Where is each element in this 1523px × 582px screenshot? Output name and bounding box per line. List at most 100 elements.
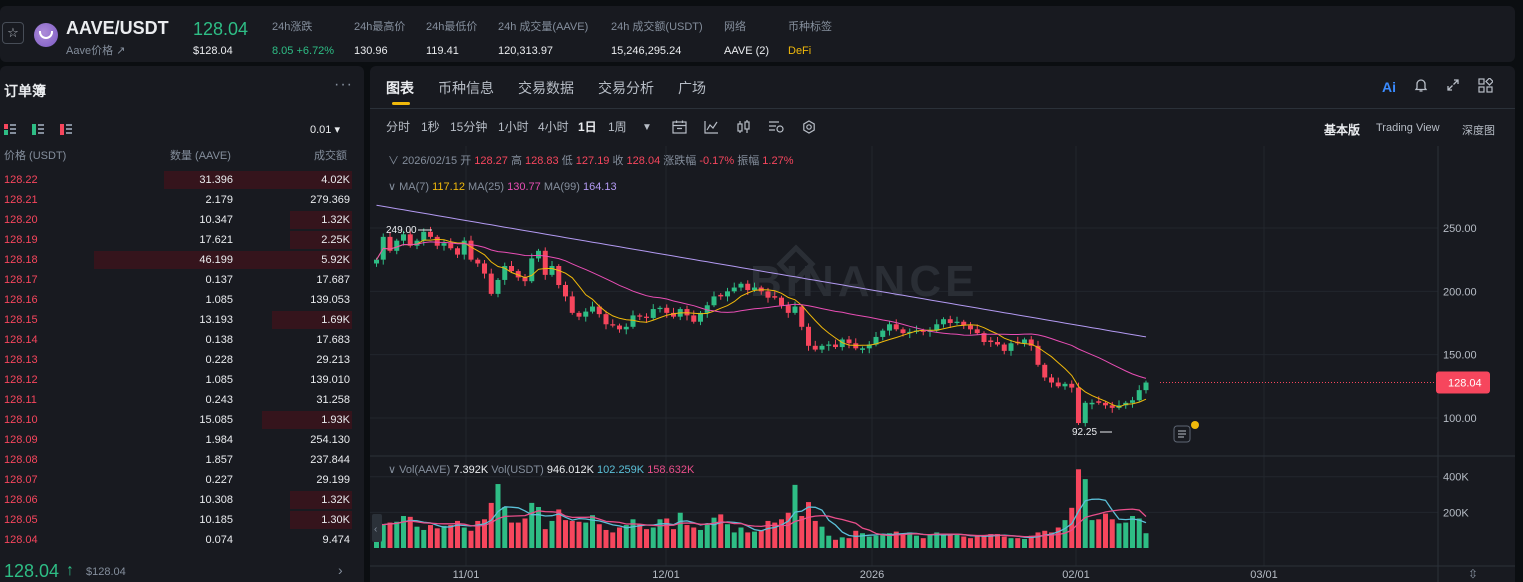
chevron-left-icon[interactable]: ‹ [374, 524, 377, 535]
volume-bar [603, 529, 609, 548]
volume-bar [1008, 538, 1014, 548]
volume-bar [954, 534, 960, 548]
ask-row[interactable]: 128.10 15.085 1.93K [0, 410, 352, 430]
view-2[interactable]: 深度图 [1462, 125, 1495, 137]
price-tick: 250.00 [1443, 223, 1477, 235]
coin-price-link[interactable]: Aave价格 ↗ [66, 45, 126, 57]
ask-row[interactable]: 128.18 46.199 5.92K [0, 250, 352, 270]
layout-grid-icon[interactable] [1478, 77, 1494, 97]
ai-icon[interactable]: Ai [1382, 79, 1396, 95]
ask-row[interactable]: 128.15 13.193 1.69K [0, 310, 352, 330]
interval-1[interactable]: 1秒 [421, 120, 440, 134]
ask-row[interactable]: 128.21 2.179 279.369 [0, 190, 352, 210]
candle [995, 337, 1000, 347]
ask-row[interactable]: 128.19 17.621 2.25K [0, 230, 352, 250]
order-book-panel: 订单簿 ··· 0.01 ▾ 价格 (USDT) 数量 (AAVE) 成交额 1… [0, 66, 364, 582]
volume-bar [1076, 469, 1081, 548]
price-tick: 100.00 [1443, 413, 1477, 425]
view-1[interactable]: Trading View [1376, 122, 1440, 134]
last-price-usd: $128.04 [193, 45, 233, 57]
stat-label: 24h 成交额(USDT) [611, 21, 703, 33]
pair-symbol[interactable]: AAVE/USDT [66, 18, 169, 38]
ask-row[interactable]: 128.17 0.137 17.687 [0, 270, 352, 290]
expand-icon[interactable] [1446, 78, 1460, 96]
chart-settings-icon[interactable] [768, 120, 784, 137]
stat-value[interactable]: AAVE (2) [724, 45, 770, 57]
ask-row[interactable]: 128.13 0.228 29.213 [0, 350, 352, 370]
ma25-line [376, 241, 1147, 379]
gear-icon[interactable] [802, 120, 816, 137]
ask-row[interactable]: 128.16 1.085 139.053 [0, 290, 352, 310]
volume-bar [475, 520, 481, 548]
tab-2[interactable]: 交易数据 [518, 80, 574, 96]
more-options-icon[interactable]: ··· [334, 76, 353, 93]
interval-2[interactable]: 15分钟 [450, 120, 488, 134]
orderbook-both-view-icon[interactable] [4, 124, 16, 135]
interval-3[interactable]: 1小时 [498, 120, 529, 134]
axis-resize-icon[interactable]: ⇳ [1468, 567, 1478, 581]
ask-row[interactable]: 128.20 10.347 1.32K [0, 210, 352, 230]
tab-3[interactable]: 交易分析 [598, 80, 654, 96]
candle [826, 341, 832, 351]
tick-size-select[interactable]: 0.01 ▾ [310, 124, 340, 136]
ask-quantity: 31.396 [199, 174, 233, 186]
candle [839, 337, 845, 351]
depth-bar [290, 511, 352, 529]
volume-bar [846, 538, 852, 548]
favorite-star-icon[interactable]: ☆ [2, 22, 24, 44]
candle [887, 320, 892, 336]
volume-bar [610, 532, 616, 548]
stat-value: 120,313.97 [498, 45, 554, 57]
ask-price: 128.20 [4, 214, 38, 226]
volume-bar [1001, 536, 1007, 548]
interval-6[interactable]: 1周 [608, 120, 627, 134]
indicator-icon[interactable] [704, 120, 719, 137]
ask-row[interactable]: 128.09 1.984 254.130 [0, 430, 352, 450]
orderbook-bids-view-icon[interactable] [32, 124, 44, 135]
note-badge [1191, 421, 1199, 429]
ask-row[interactable]: 128.05 10.185 1.30K [0, 510, 352, 530]
ask-row[interactable]: 128.11 0.243 31.258 [0, 390, 352, 410]
bell-icon[interactable] [1414, 78, 1428, 97]
interval-0[interactable]: 分时 [386, 120, 411, 134]
ask-row[interactable]: 128.12 1.085 139.010 [0, 370, 352, 390]
note-icon[interactable] [1173, 425, 1191, 443]
candle [1028, 336, 1034, 351]
tab-1[interactable]: 币种信息 [438, 80, 494, 96]
interval-5[interactable]: 1日 [578, 120, 597, 134]
volume-bar [988, 534, 994, 548]
ask-row[interactable]: 128.07 0.227 29.199 [0, 470, 352, 490]
ask-row[interactable]: 128.08 1.857 237.844 [0, 450, 352, 470]
candle [779, 295, 784, 309]
volume-ma10-line [376, 508, 1147, 538]
tab-0[interactable]: 图表 [386, 80, 414, 96]
volume-bar [772, 522, 778, 548]
ask-row[interactable]: 128.14 0.138 17.683 [0, 330, 352, 350]
volume-bar [495, 484, 501, 548]
legend-low_label: 低 [562, 154, 576, 167]
legend-ma7_label: MA(7) [399, 181, 432, 193]
candle [1015, 336, 1021, 346]
ask-price: 128.18 [4, 254, 38, 266]
volume-bar [1089, 520, 1095, 548]
price-chart[interactable]: BINANCE 250.00 200.00 150.00 100.00 400K 200K 1… [370, 146, 1515, 582]
volume-bar [745, 532, 751, 548]
view-0[interactable]: 基本版 [1324, 123, 1361, 137]
interval-dropdown-icon[interactable]: ▼ [642, 122, 652, 133]
interval-4[interactable]: 4小时 [538, 120, 569, 134]
ask-row[interactable]: 128.06 10.308 1.32K [0, 490, 352, 510]
ask-row[interactable]: 128.04 0.074 9.474 [0, 530, 352, 550]
candle-style-icon[interactable] [736, 120, 751, 137]
chevron-right-icon[interactable]: › [338, 562, 343, 578]
candle [968, 322, 973, 335]
scroll-handle[interactable] [372, 514, 382, 542]
calendar-icon[interactable] [672, 120, 687, 137]
volume-bar [765, 520, 771, 548]
candle [522, 273, 528, 287]
candle [1008, 339, 1014, 356]
volume-bar [698, 529, 703, 548]
ask-price: 128.21 [4, 194, 38, 206]
tab-4[interactable]: 广场 [678, 80, 706, 96]
orderbook-asks-view-icon[interactable] [60, 124, 72, 135]
ask-row[interactable]: 128.22 31.396 4.02K [0, 170, 352, 190]
